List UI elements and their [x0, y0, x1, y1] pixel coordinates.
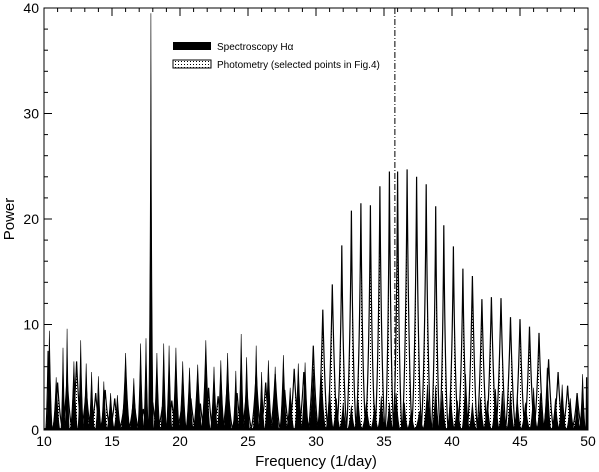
- x-axis-label: Frequency (1/day): [255, 453, 377, 470]
- x-tick-label: 10: [36, 433, 52, 449]
- x-tick-label: 20: [172, 433, 188, 449]
- x-tick-label: 45: [512, 433, 528, 449]
- series-spectroscopy-area: [44, 13, 588, 430]
- legend-label-photometry: Photometry (selected points in Fig.4): [217, 60, 380, 71]
- y-tick-label: 40: [23, 0, 39, 16]
- y-tick-label: 30: [23, 106, 39, 122]
- legend-swatch-spectroscopy: [173, 42, 211, 50]
- legend-label-spectroscopy: Spectroscopy Hα: [217, 42, 294, 53]
- y-tick-label: 20: [23, 211, 39, 227]
- y-tick-label: 10: [23, 317, 39, 333]
- x-tick-label: 50: [580, 433, 596, 449]
- x-tick-label: 15: [104, 433, 120, 449]
- y-axis-label: Power: [1, 198, 18, 241]
- x-tick-label: 35: [376, 433, 392, 449]
- legend: Spectroscopy Hα Photometry (selected poi…: [172, 42, 380, 71]
- x-tick-label: 25: [240, 433, 256, 449]
- series-layer: [44, 13, 588, 430]
- y-tick-label: 0: [31, 422, 39, 438]
- x-tick-label: 40: [444, 433, 460, 449]
- x-tick-label: 30: [308, 433, 324, 449]
- legend-swatch-photometry: [172, 59, 212, 69]
